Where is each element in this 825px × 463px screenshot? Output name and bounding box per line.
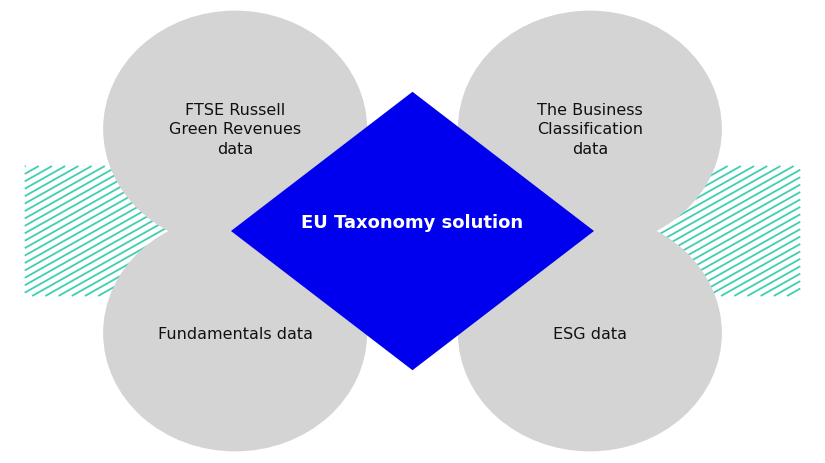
Ellipse shape xyxy=(458,215,722,451)
Text: ESG data: ESG data xyxy=(553,326,627,341)
Text: The Business
Classification
data: The Business Classification data xyxy=(537,102,643,157)
Text: Fundamentals data: Fundamentals data xyxy=(158,326,313,341)
Text: EU Taxonomy solution: EU Taxonomy solution xyxy=(301,213,524,231)
Polygon shape xyxy=(231,93,594,370)
Ellipse shape xyxy=(458,12,722,248)
Ellipse shape xyxy=(103,12,367,248)
Ellipse shape xyxy=(103,215,367,451)
Text: FTSE Russell
Green Revenues
data: FTSE Russell Green Revenues data xyxy=(169,102,301,157)
